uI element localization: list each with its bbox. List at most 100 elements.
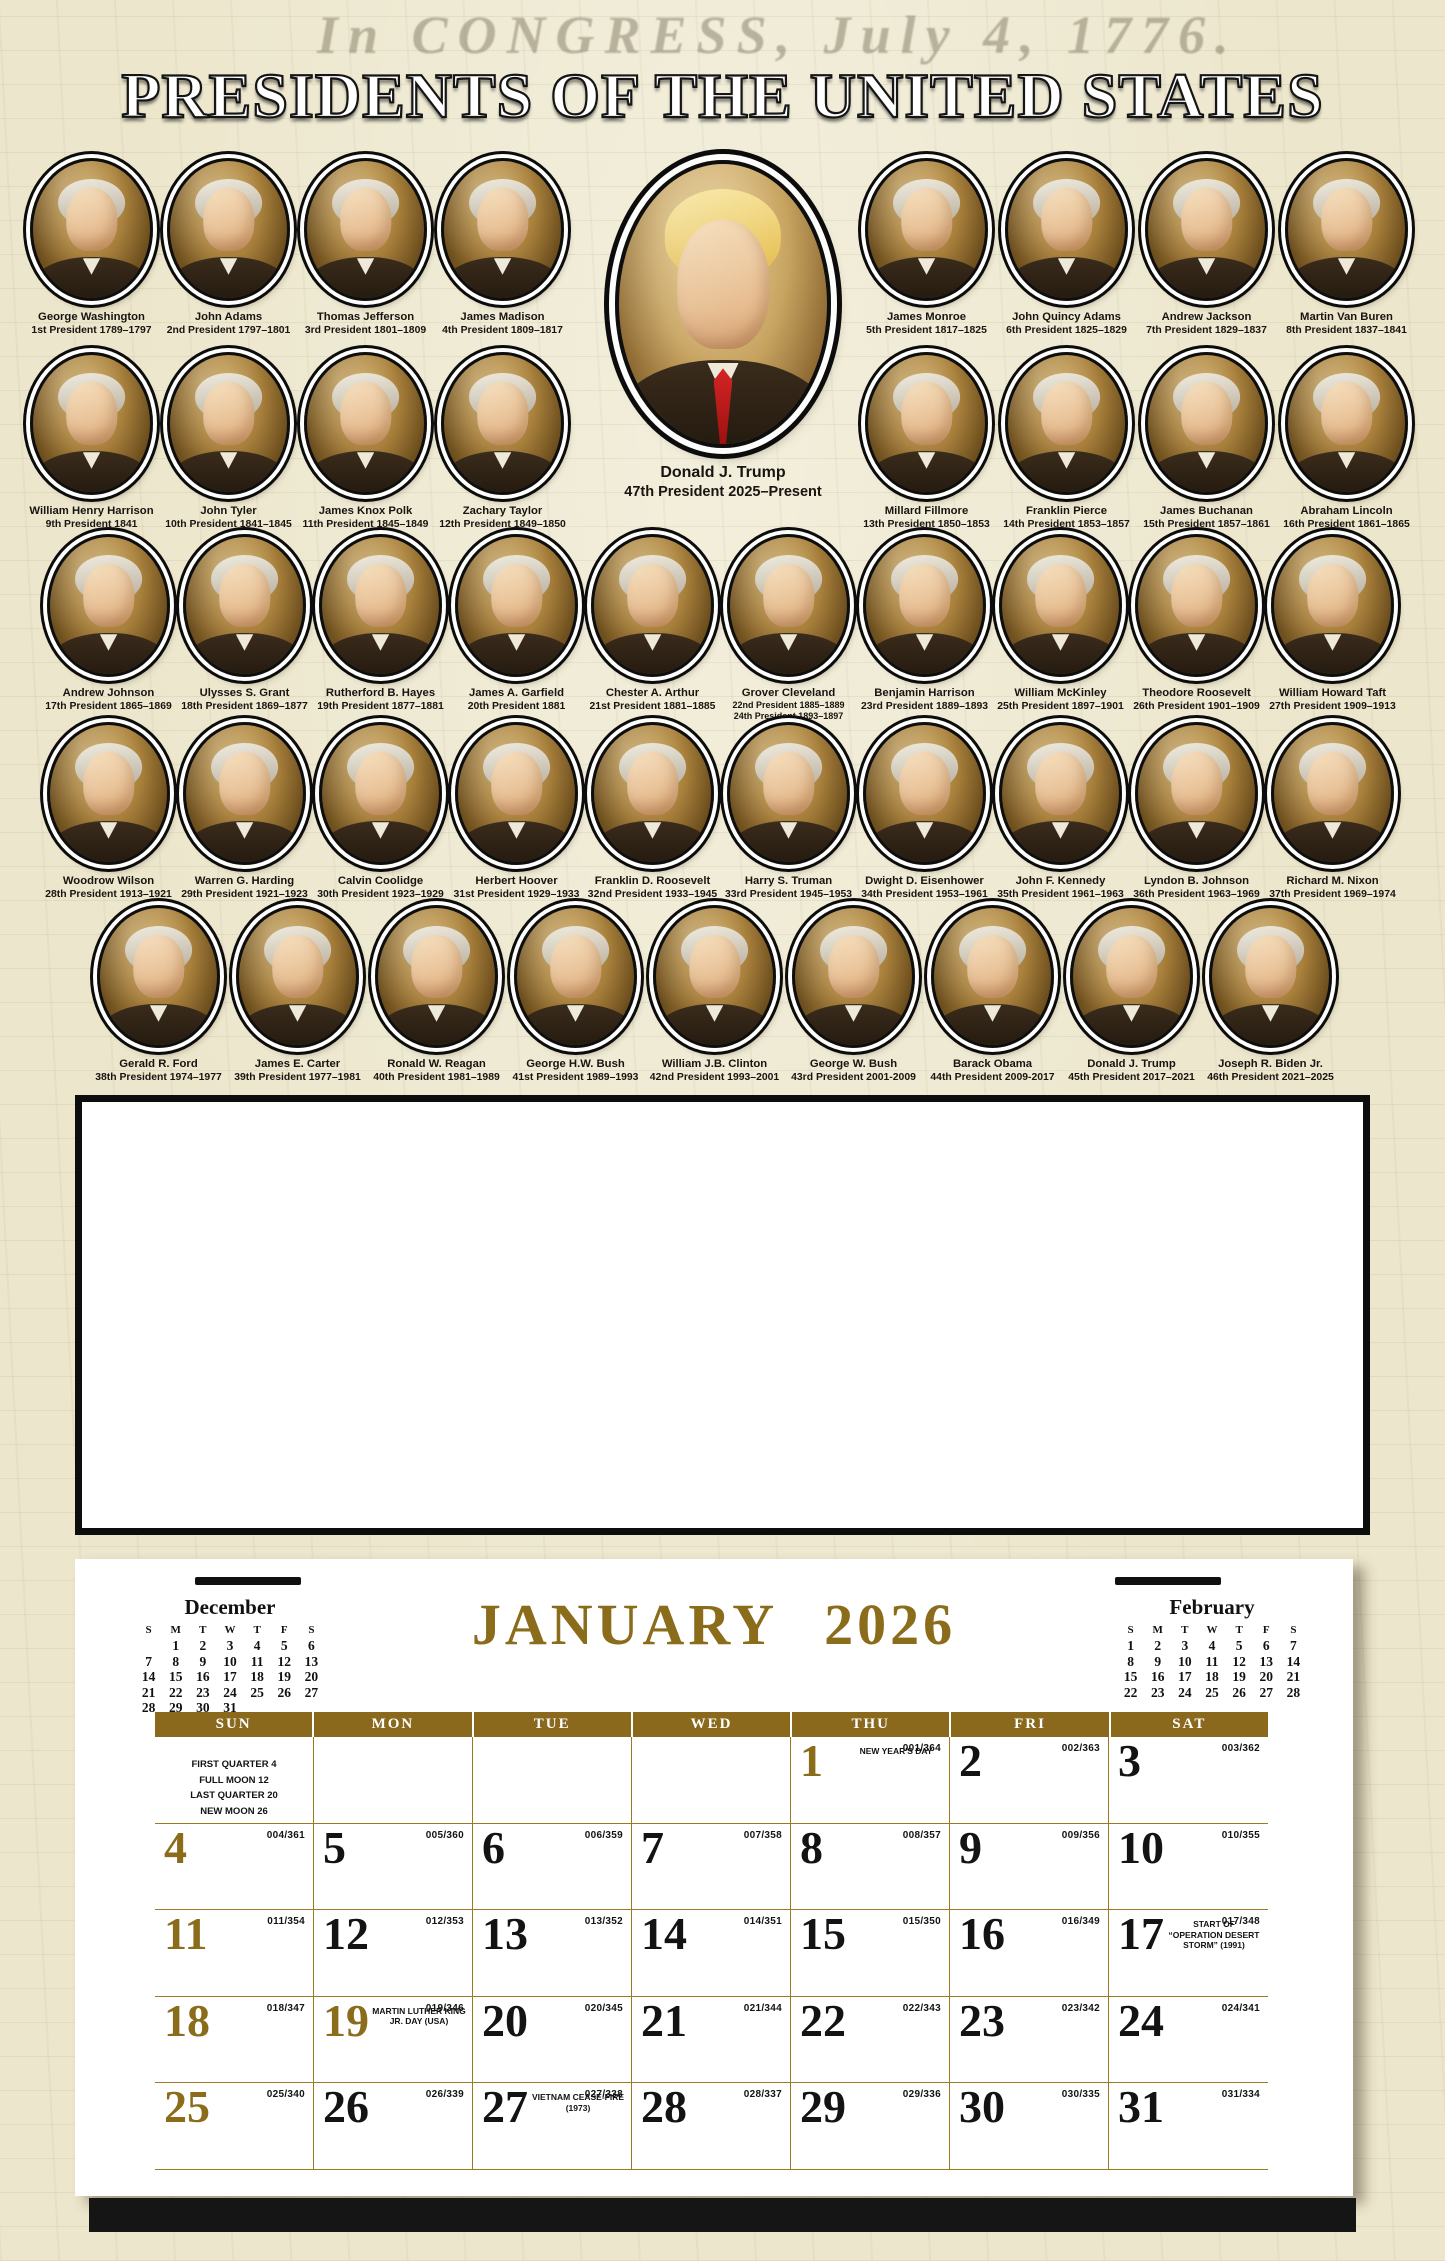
portrait-caption: George W. Bush 43rd President 2001-2009	[783, 1057, 925, 1084]
minical-day-header: M	[1152, 1624, 1163, 1637]
day-ordinal: 029/336	[902, 2089, 941, 2101]
hair-shape	[1312, 372, 1381, 421]
hair-shape	[680, 925, 749, 974]
minical-day: 10	[1178, 1653, 1192, 1669]
president-name: Dwight D. Eisenhower	[865, 875, 984, 887]
hair-shape	[1312, 178, 1381, 227]
moon-phase-line: LAST QUARTER 20	[190, 1790, 278, 1802]
day-cell-17: 17 017/348 START OF “OPERATION DESERT STOR…	[1109, 1910, 1268, 1997]
minical-day-header: T	[1181, 1624, 1189, 1637]
minical-day: 2	[1154, 1638, 1162, 1654]
face-shape	[762, 752, 815, 816]
day-number: 18	[164, 1994, 210, 2046]
portrait-caption: Benjamin Harrison 23rd President 1889–189…	[854, 686, 996, 713]
page-title: PRESIDENTS OF THE UNITED STATES	[120, 60, 1324, 131]
shoulders-shape	[444, 256, 561, 298]
minical-day: 20	[304, 1669, 319, 1685]
day-ordinal: 007/358	[743, 1829, 782, 1841]
shoulders-shape	[1138, 632, 1255, 674]
day-cell-4: 4 004/361	[155, 1823, 314, 1911]
portrait-caption: James Madison 4th President 1809–1817	[432, 310, 574, 337]
president-name: William Howard Taft	[1278, 687, 1387, 699]
portrait-caption: George H.W. Bush 41st President 1989–1993	[505, 1057, 647, 1084]
president-term: 39th President 1977–1981	[234, 1072, 361, 1084]
minical-day-header: M	[170, 1624, 181, 1637]
president-term: 3rd President 1801–1809	[304, 325, 427, 337]
portrait-millard-fillmore: Millard Fillmore 13th President 1850–1853	[863, 352, 990, 531]
president-term: 38th President 1974–1977	[95, 1072, 222, 1084]
day-ordinal: 014/351	[743, 1916, 782, 1928]
minical-day: 10	[223, 1653, 237, 1669]
collar-shape	[1057, 452, 1076, 469]
portrait-oval	[455, 534, 578, 677]
minical-day: 6	[308, 1638, 315, 1654]
minical-day: 9	[1154, 1653, 1162, 1669]
day-number: 29	[800, 2081, 846, 2133]
day-ordinal: 031/334	[1221, 2089, 1260, 2101]
minical-day: 24	[223, 1684, 237, 1700]
minical-day: 21	[1286, 1669, 1301, 1685]
portrait-caption: Gerald R. Ford 38th President 1974–1977	[88, 1057, 230, 1084]
face-shape	[476, 382, 529, 446]
president-name: Millard Fillmore	[884, 505, 969, 517]
shoulders-shape	[50, 820, 167, 862]
day-cell-23: 23 023/342	[950, 1996, 1109, 2084]
portrait-theodore-roosevelt: Theodore Roosevelt 26th President 1901–19…	[1133, 534, 1260, 722]
day-ordinal: 011/354	[267, 1916, 305, 1928]
hair-shape	[819, 925, 888, 974]
shoulders-shape	[934, 1003, 1051, 1045]
shoulders-shape	[656, 1003, 773, 1045]
collar-shape	[235, 634, 254, 651]
portrait-john-quincy-adams: John Quincy Adams 6th President 1825–1829	[1005, 158, 1128, 337]
collar-shape	[235, 822, 254, 839]
day-cell-7: 7 007/358	[632, 1823, 791, 1911]
portrait-caption: Thomas Jefferson 3rd President 1801–1809	[295, 310, 437, 337]
portrait-william-henry-harrison: William Henry Harrison 9th President 1841	[29, 352, 154, 531]
minical-day-header: F	[280, 1624, 288, 1637]
portrait-joseph-r-biden-jr: Joseph R. Biden Jr. 46th President 2021–2…	[1207, 905, 1334, 1084]
day-number: 21	[641, 1994, 687, 2046]
face-shape	[202, 188, 255, 252]
portrait-james-monroe: James Monroe 5th President 1817–1825	[865, 158, 988, 337]
portrait-oval	[1135, 534, 1258, 677]
portrait-zachary-taylor: Zachary Taylor 12th President 1849–1850	[439, 352, 566, 531]
declaration-watermark: In CONGRESS, July 4, 1776.	[316, 5, 1239, 65]
shoulders-shape	[458, 632, 575, 674]
portrait-caption: Andrew Jackson 7th President 1829–1837	[1136, 310, 1278, 337]
ad-space-box	[75, 1095, 1370, 1535]
day-ordinal: 022/343	[902, 2002, 941, 2014]
hair-shape	[1162, 742, 1231, 791]
portrait-caption: James Buchanan 15th President 1857–1861	[1136, 504, 1278, 531]
day-number: 28	[641, 2081, 687, 2133]
president-name: Gerald R. Ford	[119, 1058, 198, 1070]
portrait-caption: Joseph R. Biden Jr. 46th President 2021–2…	[1200, 1057, 1342, 1084]
portrait-oval	[441, 352, 564, 495]
face-shape	[626, 564, 679, 628]
portrait-oval	[97, 905, 220, 1048]
portrait-oval	[727, 722, 850, 865]
minical-day: 11	[250, 1653, 264, 1669]
face-shape	[1105, 935, 1158, 999]
face-shape	[677, 220, 769, 349]
president-term: 32nd President 1933–1945	[587, 889, 718, 901]
hair-shape	[1298, 554, 1367, 603]
day-cell-13: 13 013/352	[473, 1910, 632, 1997]
hair-shape	[1097, 925, 1166, 974]
portrait-oval	[304, 158, 427, 301]
day-ordinal: 003/362	[1221, 1743, 1260, 1754]
minical-day: 17	[1178, 1669, 1192, 1685]
president-name: William J.B. Clinton	[661, 1058, 768, 1070]
day-cell-6: 6 006/359	[473, 1823, 632, 1911]
shoulders-shape	[1212, 1003, 1329, 1045]
weekday-header-bar: SUN MON TUE WED THU FRI SAT	[155, 1712, 1268, 1737]
holiday-label: MARTIN LUTHER KING JR. DAY (USA)	[372, 2005, 466, 2027]
shoulders-shape	[868, 256, 985, 298]
president-term: 15th President 1857–1861	[1143, 519, 1270, 531]
day-cell-14: 14 014/351	[632, 1910, 791, 1997]
portrait-row-1-left: George Washington 1st President 1789–1797…	[30, 158, 564, 337]
collar-shape	[507, 634, 526, 651]
month-title: JANUARY 2026	[75, 1593, 1353, 1657]
day-cell-22: 22 022/343	[791, 1996, 950, 2084]
president-term: 41st President 1989–1993	[512, 1072, 639, 1084]
president-term: 4th President 1809–1817	[442, 325, 563, 337]
